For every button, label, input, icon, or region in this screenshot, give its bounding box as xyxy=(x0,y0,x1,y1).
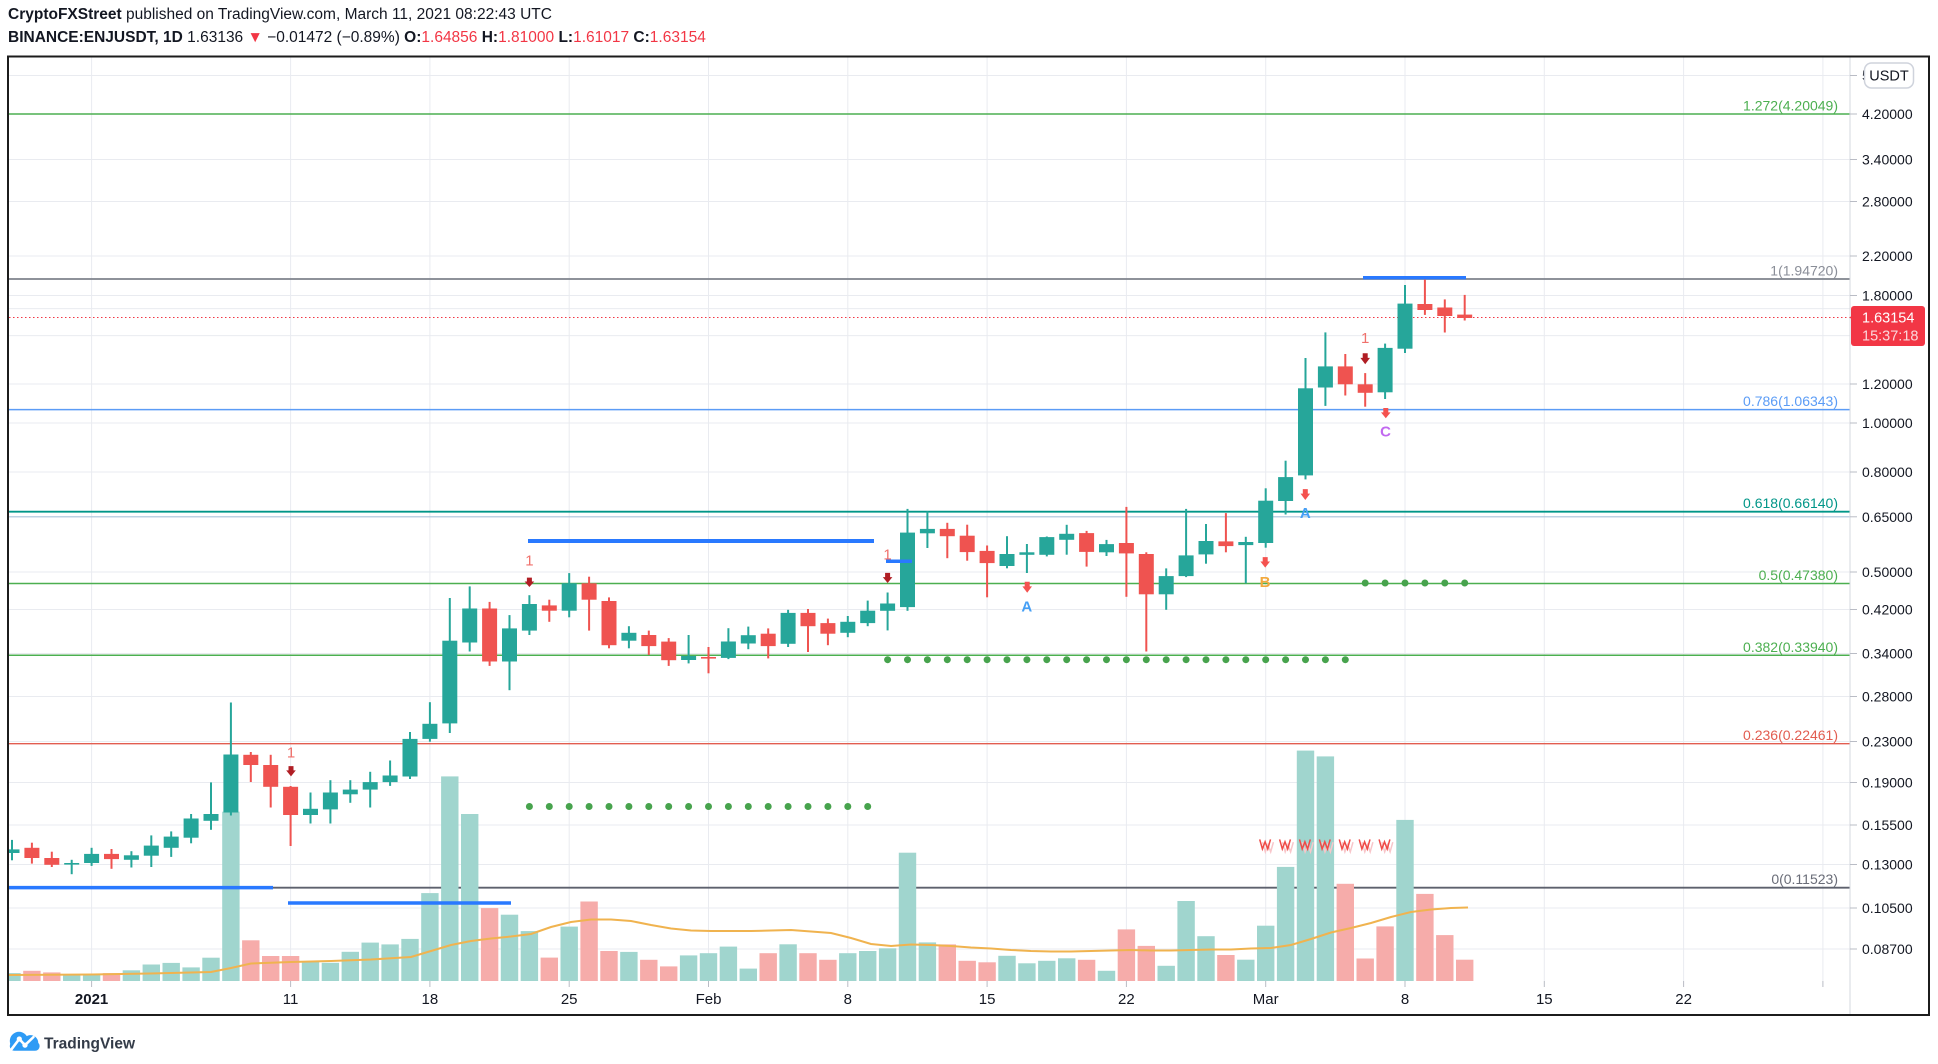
svg-text:18: 18 xyxy=(422,991,439,1008)
svg-text:0.382(0.33940): 0.382(0.33940) xyxy=(1743,639,1838,655)
svg-text:0.236(0.22461): 0.236(0.22461) xyxy=(1743,727,1838,743)
svg-text:0(0.11523): 0(0.11523) xyxy=(1771,871,1838,887)
svg-text:0.65000: 0.65000 xyxy=(1862,509,1913,525)
svg-text:22: 22 xyxy=(1118,991,1135,1008)
svg-text:0.80000: 0.80000 xyxy=(1862,464,1913,480)
svg-text:0.42000: 0.42000 xyxy=(1862,602,1913,618)
svg-text:0.618(0.66140): 0.618(0.66140) xyxy=(1743,495,1838,511)
svg-text:15: 15 xyxy=(1536,991,1553,1008)
svg-text:1.272(4.20049): 1.272(4.20049) xyxy=(1743,98,1838,114)
svg-text:2.80000: 2.80000 xyxy=(1862,194,1913,210)
svg-text:0.28000: 0.28000 xyxy=(1862,689,1913,705)
svg-text:1.20000: 1.20000 xyxy=(1862,376,1913,392)
svg-text:0.15500: 0.15500 xyxy=(1862,817,1913,833)
svg-text:1: 1 xyxy=(525,553,533,570)
svg-text:1(1.94720): 1(1.94720) xyxy=(1770,263,1838,279)
svg-text:TradingView: TradingView xyxy=(44,1036,136,1053)
svg-text:A: A xyxy=(1021,599,1032,616)
svg-text:1: 1 xyxy=(1361,330,1369,347)
svg-text:0.08700: 0.08700 xyxy=(1862,941,1913,957)
svg-text:1: 1 xyxy=(883,547,891,564)
svg-text:8: 8 xyxy=(1401,991,1409,1008)
svg-text:A: A xyxy=(1300,505,1311,522)
svg-text:2.20000: 2.20000 xyxy=(1862,248,1913,264)
svg-text:0.786(1.06343): 0.786(1.06343) xyxy=(1743,393,1838,409)
svg-text:0.34000: 0.34000 xyxy=(1862,646,1913,662)
svg-text:0.13000: 0.13000 xyxy=(1862,857,1913,873)
svg-text:0.50000: 0.50000 xyxy=(1862,564,1913,580)
svg-text:Feb: Feb xyxy=(696,991,722,1008)
svg-text:Mar: Mar xyxy=(1253,991,1279,1008)
svg-text:1.63154: 1.63154 xyxy=(1862,311,1914,327)
svg-text:15:37:18: 15:37:18 xyxy=(1862,329,1918,345)
svg-text:0.23000: 0.23000 xyxy=(1862,734,1913,750)
svg-text:USDT: USDT xyxy=(1869,69,1909,85)
svg-text:C: C xyxy=(1380,424,1391,441)
svg-text:0.19000: 0.19000 xyxy=(1862,775,1913,791)
svg-text:22: 22 xyxy=(1675,991,1692,1008)
svg-text:0.10500: 0.10500 xyxy=(1862,900,1913,916)
svg-text:11: 11 xyxy=(283,991,299,1008)
svg-text:3.40000: 3.40000 xyxy=(1862,152,1913,168)
svg-text:1.00000: 1.00000 xyxy=(1862,415,1913,431)
svg-text:15: 15 xyxy=(979,991,996,1008)
svg-text:2021: 2021 xyxy=(75,991,108,1008)
svg-text:4.20000: 4.20000 xyxy=(1862,106,1913,122)
svg-text:8: 8 xyxy=(844,991,852,1008)
svg-text:1.80000: 1.80000 xyxy=(1862,288,1913,304)
svg-text:B: B xyxy=(1260,574,1271,591)
svg-text:1: 1 xyxy=(287,745,295,762)
svg-text:25: 25 xyxy=(561,991,578,1008)
svg-text:0.5(0.47380): 0.5(0.47380) xyxy=(1759,567,1838,583)
